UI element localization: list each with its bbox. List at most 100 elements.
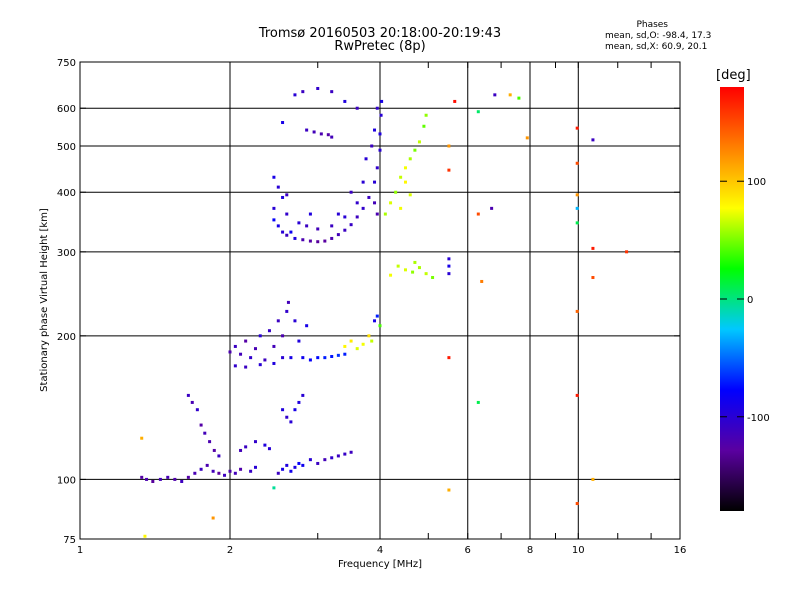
data-point [424,113,428,117]
data-point [413,148,417,152]
data-point [239,448,243,452]
data-point [301,356,305,360]
data-point [244,445,248,449]
data-point [330,236,334,240]
y-tick-label: 400 [57,188,76,199]
data-point [447,264,451,268]
data-point [413,260,417,264]
x-tick-label: 4 [377,545,383,556]
data-point [361,206,365,210]
data-point [233,471,237,475]
data-point [308,239,312,243]
data-point [378,132,382,136]
data-point [151,479,155,483]
data-points [140,86,629,538]
y-axis-label: Stationary phase Virtual Height [km] [39,208,50,392]
data-point [186,393,190,397]
data-point [228,350,232,354]
data-point [403,166,407,170]
data-point [355,106,359,110]
data-point [349,339,353,343]
data-point [233,344,237,348]
data-point [575,502,579,506]
data-point [403,180,407,184]
data-point [285,233,289,237]
data-point [343,452,347,456]
y-tick-label: 300 [57,248,76,259]
data-point [276,185,280,189]
data-point [480,279,484,283]
data-point [208,440,212,444]
data-point [244,365,248,369]
x-tick-label: 2 [227,545,233,556]
x-tick-label: 10 [572,545,585,556]
data-point [199,467,203,471]
data-point [140,436,144,440]
data-point [447,144,451,148]
data-point [493,93,497,97]
data-point [180,479,184,483]
data-point [253,347,257,351]
data-point [349,190,353,194]
data-point [263,443,267,447]
data-point [591,138,595,142]
x-tick-label: 8 [527,545,533,556]
data-point [330,90,334,94]
phase-statistics: Phases mean, sd,O: -98.4, 17.3 mean, sd,… [605,20,711,53]
data-point [367,195,371,199]
data-point [272,175,276,179]
phase-statistics-x-mode: mean, sd,X: 60.9, 20.1 [605,42,708,52]
data-point [289,230,293,234]
data-point [293,319,297,323]
data-point [239,467,243,471]
data-point [336,233,340,237]
data-point [323,458,327,462]
data-point [323,239,327,243]
data-point [399,206,403,210]
y-tick-label: 200 [57,332,76,343]
data-point [212,448,216,452]
data-point [373,319,377,323]
data-point [336,353,340,357]
x-axis-label: Frequency [MHz] [338,559,422,570]
data-point [305,224,309,228]
data-point [575,309,579,313]
data-point [312,130,316,134]
data-point [575,221,579,225]
data-point [323,356,327,360]
data-point [476,400,480,404]
colorbar-tick-label: -100 [747,413,770,424]
data-point [349,223,353,227]
data-point [403,268,407,272]
y-tick-label: 750 [57,58,76,69]
data-point [272,361,276,365]
data-point [378,148,382,152]
y-tick-label: 75 [63,535,76,546]
data-point [517,96,521,100]
data-point [158,477,162,481]
data-point [373,180,377,184]
data-point [203,431,207,435]
data-point [453,99,457,103]
data-point [285,415,289,419]
data-point [379,113,383,117]
x-tick-label: 1 [77,545,83,556]
data-point [301,393,305,397]
y-tick-label: 100 [57,475,76,486]
data-point [575,193,579,197]
data-point [272,218,276,222]
data-point [285,309,289,313]
y-tick-label: 600 [57,104,76,115]
data-point [239,352,243,356]
data-point [476,110,480,114]
data-point [293,465,297,469]
data-point [186,475,190,479]
data-point [424,272,428,276]
colorbar-ticks: 100 0 -100 [720,177,770,424]
data-point [383,212,387,216]
data-point [375,106,379,110]
data-point [276,471,280,475]
data-point [281,356,285,360]
data-point [361,342,365,346]
data-point [330,224,334,228]
